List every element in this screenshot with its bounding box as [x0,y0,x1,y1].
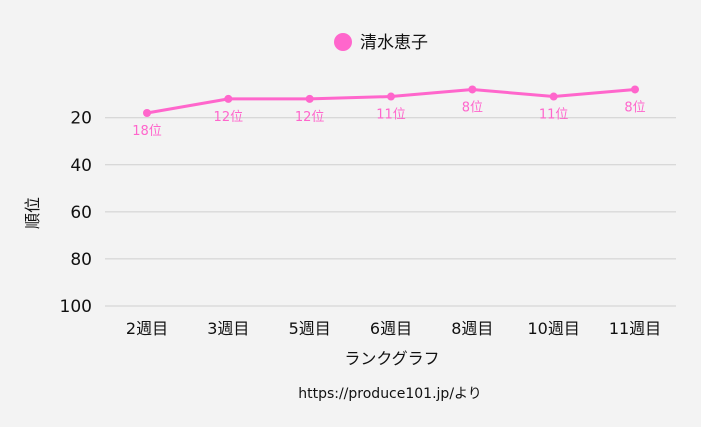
y-tick-labels: 20 40 60 80 100 [60,109,92,317]
data-label: 12位 [214,110,244,125]
x-tick-label: 6週目 [370,319,412,338]
data-point[interactable] [305,94,314,103]
data-label: 8位 [462,100,483,115]
data-label: 11位 [539,108,569,123]
legend[interactable]: 清水恵子 [334,33,428,53]
y-tick-label: 80 [70,250,92,270]
grid-lines [105,117,676,307]
data-label: 11位 [376,108,406,123]
y-axis-title: 順位 [23,197,42,229]
legend-marker [334,33,352,51]
data-point[interactable] [468,85,477,94]
x-tick-label: 8週目 [451,319,493,338]
data-point[interactable] [549,92,558,101]
data-point[interactable] [631,85,639,94]
x-tick-label: 11週目 [609,319,661,338]
data-point[interactable] [224,94,233,103]
data-point[interactable] [387,92,395,101]
x-tick-label: 5週目 [289,319,331,338]
data-point[interactable] [143,109,151,118]
data-label: 8位 [624,100,645,115]
x-tick-label: 2週目 [126,319,168,338]
x-tick-label: 3週目 [207,319,249,338]
x-tick-labels: 2週目 3週目 5週目 6週目 8週目 10週目 11週目 [126,319,661,338]
y-tick-label: 40 [70,156,92,176]
y-tick-label: 60 [70,203,92,223]
data-label: 12位 [295,110,325,125]
x-tick-label: 10週目 [527,319,579,338]
data-label: 18位 [132,124,162,139]
x-axis-title: ランクグラフ [344,349,439,368]
y-tick-label: 100 [60,297,92,317]
y-tick-label: 20 [70,109,92,129]
source-note: https://produce101.jp/より [298,386,482,402]
series-group: 18位 12位 12位 11位 8位 11位 8位 [132,85,646,139]
legend-label: 清水恵子 [360,33,428,53]
